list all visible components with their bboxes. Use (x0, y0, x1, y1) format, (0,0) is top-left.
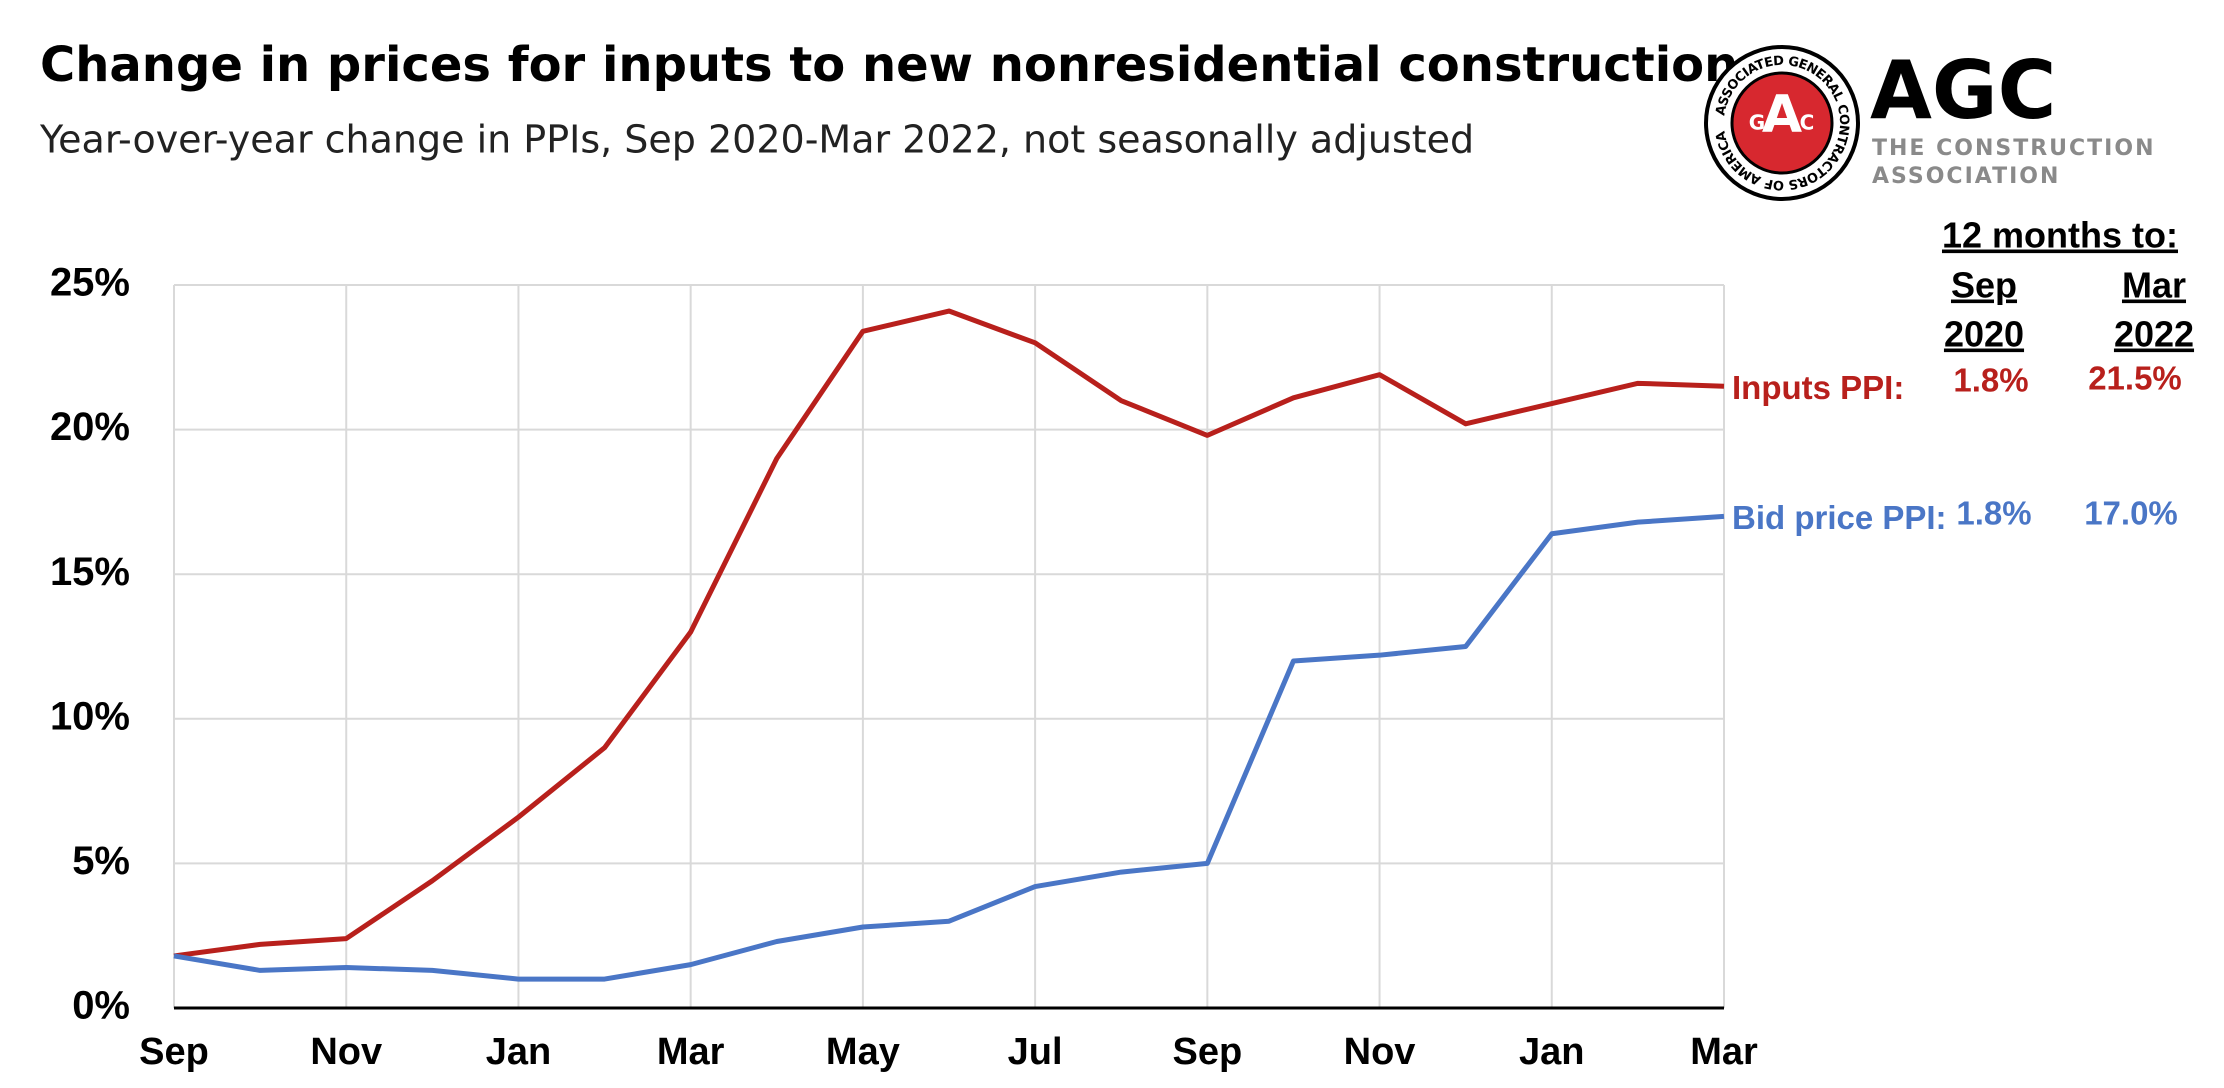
y-tick-label: 10% (50, 694, 130, 738)
logo-letter: A (1762, 85, 1802, 145)
y-tick-label: 25% (50, 261, 130, 305)
x-tick-label: Jul (1008, 1031, 1063, 1073)
series-line (173, 308, 1725, 959)
x-tick-label: Mar (657, 1031, 725, 1073)
summary-value: 1.8% (1956, 495, 2031, 532)
summary-value: 1.8% (1953, 362, 2028, 399)
x-tick-label: Sep (1172, 1031, 1242, 1073)
chart-title: Change in prices for inputs to new nonre… (40, 37, 1738, 93)
logo: ASSOCIATED GENERAL CONTRACTORS OF AMERIC… (1704, 44, 2155, 201)
logo-name: AGC (1870, 44, 2056, 137)
logo-letter: C (1800, 111, 1815, 135)
summary-table: 12 months to: Sep 2020 Mar 2022 1.8% 21.… (1942, 215, 2194, 532)
y-tick-label: 0% (72, 984, 130, 1028)
x-tick-label: Nov (1344, 1031, 1416, 1073)
summary-column: Mar (2122, 265, 2186, 306)
summary-column: 2022 (2114, 314, 2194, 355)
x-tick-label: May (826, 1031, 900, 1073)
summary-column: Sep (1951, 265, 2017, 306)
x-tick-label: Jan (1519, 1031, 1584, 1073)
summary-column: 2020 (1944, 314, 2024, 355)
logo-center (1730, 71, 1834, 175)
logo-tagline: ASSOCIATION (1872, 164, 2060, 189)
x-tick-label: Jan (486, 1031, 551, 1073)
y-tick-label: 20% (50, 405, 130, 449)
summary-title: 12 months to: (1942, 215, 2178, 256)
logo-letter: G (1749, 111, 1765, 135)
summary-value: 17.0% (2084, 495, 2178, 532)
chart-subtitle: Year-over-year change in PPIs, Sep 2020-… (39, 118, 1474, 162)
logo-tagline: THE CONSTRUCTION (1872, 136, 2155, 161)
y-tick-label: 5% (72, 839, 130, 883)
y-tick-label: 15% (50, 550, 130, 594)
x-tick-label: Nov (310, 1031, 382, 1073)
summary-value: 21.5% (2088, 360, 2182, 397)
x-tick-label: Mar (1690, 1031, 1758, 1073)
x-tick-label: Sep (139, 1031, 209, 1073)
series-label: Inputs PPI: (1732, 369, 1904, 406)
series-line (173, 513, 1725, 982)
series-label: Bid price PPI: (1732, 499, 1947, 536)
